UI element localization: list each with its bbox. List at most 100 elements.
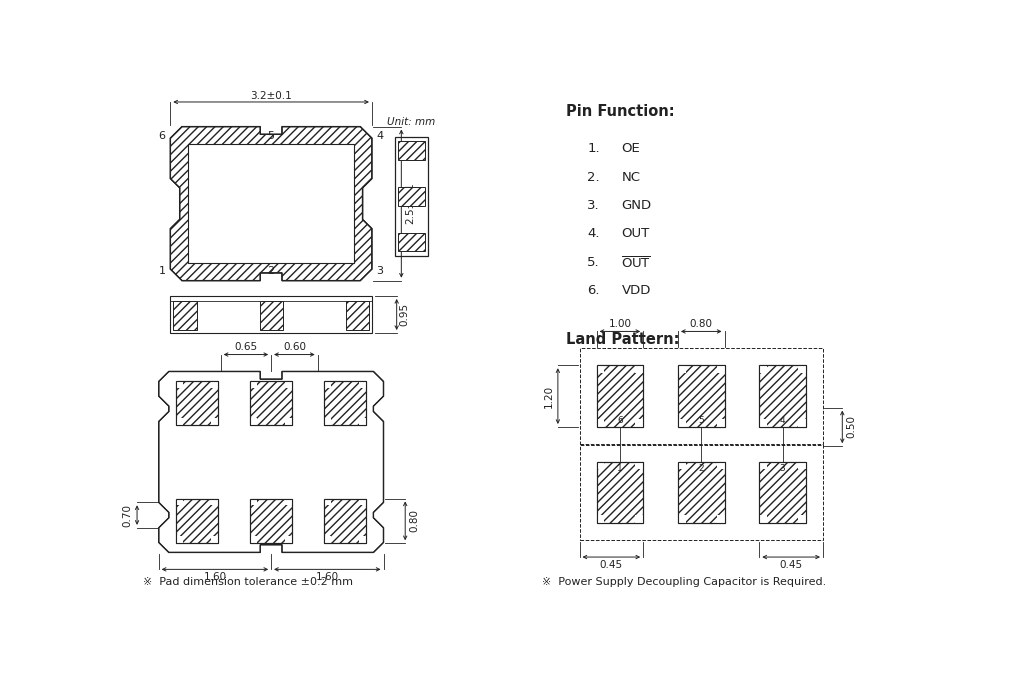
Bar (636, 419, 643, 427)
Text: 3: 3 (376, 266, 383, 276)
Text: 2: 2 (268, 266, 275, 276)
Bar (636, 516, 643, 523)
Bar (285, 419, 292, 426)
Text: OE: OE (621, 142, 640, 155)
Bar (798, 365, 806, 373)
Text: 2.: 2. (588, 171, 600, 184)
Bar (176, 380, 183, 388)
Bar (249, 380, 292, 426)
Bar (579, 445, 823, 540)
Text: 6: 6 (617, 416, 622, 425)
Text: 2.5±0.1: 2.5±0.1 (406, 183, 416, 225)
Bar (176, 499, 183, 505)
Text: Pin Function:: Pin Function: (565, 104, 675, 119)
Bar (597, 516, 604, 523)
Bar (678, 419, 686, 427)
Bar (798, 462, 806, 469)
Bar (176, 499, 219, 543)
Text: 6.: 6. (588, 285, 600, 298)
Bar (759, 365, 806, 427)
Bar (678, 462, 725, 523)
Bar (176, 380, 219, 426)
Bar (716, 462, 725, 469)
Text: 0.45: 0.45 (600, 560, 623, 570)
Bar (212, 499, 219, 505)
Bar (176, 536, 183, 543)
Bar (324, 499, 367, 543)
Bar (174, 301, 196, 330)
Bar (759, 516, 768, 523)
Bar (597, 365, 643, 427)
Bar (597, 462, 643, 523)
Text: 5.: 5. (588, 256, 600, 269)
Text: ※  Power Supply Decoupling Capacitor is Required.: ※ Power Supply Decoupling Capacitor is R… (543, 577, 827, 587)
Bar (597, 365, 643, 427)
Text: 0.80: 0.80 (410, 510, 419, 532)
Text: 4: 4 (376, 131, 383, 141)
Bar (759, 462, 806, 523)
Bar (171, 296, 372, 333)
Text: OUT: OUT (621, 227, 650, 240)
Bar (249, 380, 257, 388)
Text: 3.2±0.1: 3.2±0.1 (250, 91, 292, 101)
Bar (324, 419, 331, 426)
Bar (759, 462, 806, 523)
Text: 0.60: 0.60 (283, 342, 306, 352)
Bar (345, 301, 369, 330)
Bar (597, 365, 604, 373)
Bar (285, 536, 292, 543)
Text: 1.00: 1.00 (608, 319, 632, 329)
Text: 1.60: 1.60 (316, 572, 339, 582)
Bar (759, 365, 768, 373)
Bar (399, 141, 424, 160)
Bar (579, 348, 823, 444)
Bar (678, 462, 725, 523)
Bar (716, 365, 725, 373)
Bar (360, 499, 367, 505)
Bar (597, 419, 604, 427)
Bar (360, 419, 367, 426)
Polygon shape (171, 126, 372, 281)
Bar (716, 419, 725, 427)
Text: 0.70: 0.70 (123, 503, 133, 527)
Bar (324, 536, 331, 543)
Bar (360, 380, 367, 388)
Text: VDD: VDD (621, 285, 651, 298)
Bar (249, 536, 257, 543)
Text: 0.50: 0.50 (846, 415, 856, 438)
Bar (188, 144, 354, 263)
Polygon shape (158, 372, 383, 553)
Bar (176, 499, 219, 543)
Bar (324, 499, 367, 543)
Text: NC: NC (621, 171, 641, 184)
Bar (636, 365, 643, 373)
Text: 1.60: 1.60 (203, 572, 227, 582)
Text: 3.: 3. (588, 199, 600, 212)
Bar (798, 516, 806, 523)
Text: 0.95: 0.95 (400, 303, 410, 326)
Text: Unit: mm: Unit: mm (387, 117, 435, 126)
Bar (324, 380, 331, 388)
Bar (249, 499, 292, 543)
Bar (176, 419, 183, 426)
Bar (212, 380, 219, 388)
Text: 2: 2 (698, 464, 704, 473)
Text: 1.: 1. (588, 142, 600, 155)
Text: 3: 3 (780, 464, 786, 473)
Bar (678, 365, 725, 427)
Bar (212, 419, 219, 426)
Bar (324, 380, 367, 426)
Bar (597, 462, 604, 469)
Text: 1.20: 1.20 (544, 385, 554, 408)
Text: 5: 5 (698, 416, 704, 425)
Text: 0.80: 0.80 (690, 319, 712, 329)
Bar (249, 499, 257, 505)
Text: $\overline{\mathrm{OUT}}$: $\overline{\mathrm{OUT}}$ (621, 256, 651, 271)
Text: 5: 5 (268, 131, 275, 141)
Text: 1: 1 (617, 464, 622, 473)
Bar (759, 365, 806, 427)
Bar (716, 516, 725, 523)
Bar (399, 233, 424, 251)
Bar (249, 380, 292, 426)
Bar (759, 419, 768, 427)
